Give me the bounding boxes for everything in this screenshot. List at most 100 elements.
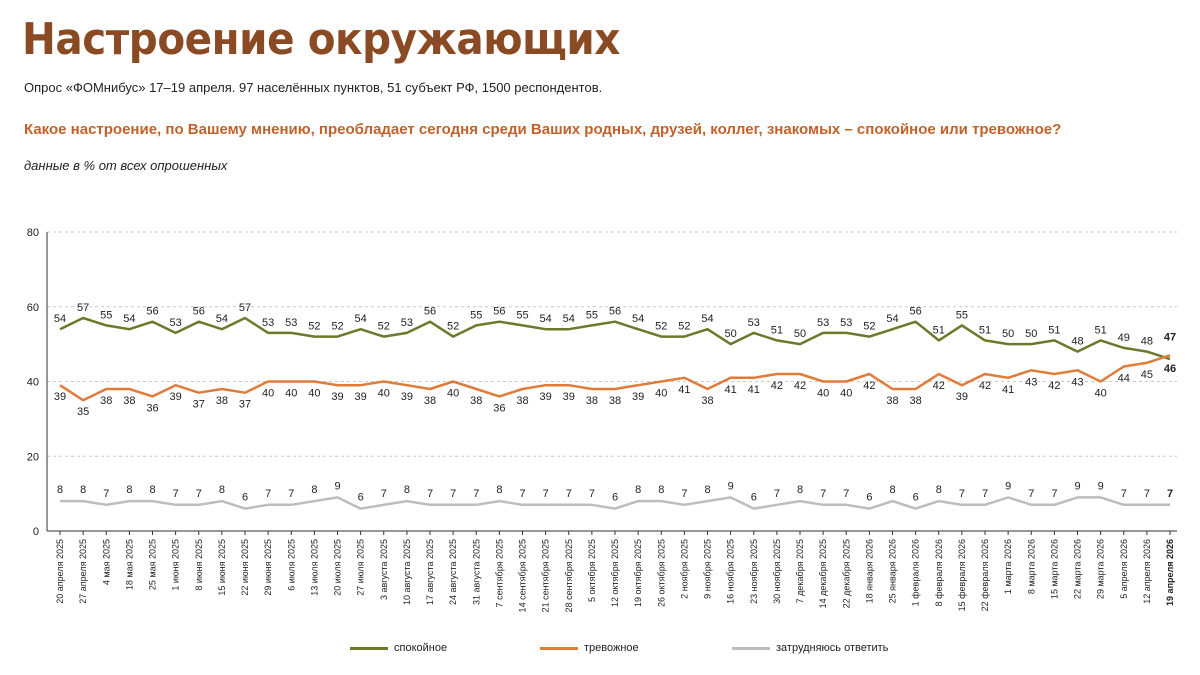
data-label-hard-to-say: 6 (242, 492, 248, 504)
x-tick-label: 19 апреля 2026 (1165, 539, 1175, 606)
legend-swatch-calm (350, 646, 388, 650)
legend-label-calm: спокойное (394, 642, 448, 654)
data-label-calm: 52 (863, 321, 875, 333)
data-label-calm: 53 (817, 317, 829, 329)
x-tick-label: 16 ноября 2025 (726, 539, 736, 604)
x-tick-label: 18 мая 2025 (124, 539, 134, 590)
x-tick-label: 29 марта 2026 (1096, 539, 1106, 599)
x-tick-label: 14 сентября 2025 (518, 539, 528, 612)
data-label-hard-to-say: 7 (427, 488, 433, 500)
data-label-anxious: 36 (493, 402, 505, 414)
data-label-anxious: 38 (216, 395, 228, 407)
x-tick-label: 5 октября 2025 (587, 539, 597, 602)
x-tick-label: 20 апреля 2025 (55, 539, 65, 604)
data-label-anxious: 40 (378, 388, 390, 400)
x-tick-label: 10 августа 2025 (402, 539, 412, 605)
data-label-hard-to-say: 7 (959, 488, 965, 500)
data-label-anxious: 38 (516, 395, 528, 407)
data-label-anxious: 38 (886, 395, 898, 407)
data-label-hard-to-say: 7 (566, 488, 572, 500)
data-label-calm: 50 (1025, 328, 1037, 340)
data-label-hard-to-say: 8 (149, 484, 155, 496)
data-label-hard-to-say: 6 (612, 492, 618, 504)
data-label-hard-to-say: 8 (57, 484, 63, 496)
data-label-hard-to-say: 7 (774, 488, 780, 500)
data-label-hard-to-say: 7 (381, 488, 387, 500)
data-label-hard-to-say: 9 (1005, 480, 1011, 492)
data-label-hard-to-say: 7 (589, 488, 595, 500)
x-tick-label: 22 декабря 2025 (841, 539, 851, 608)
data-label-anxious: 41 (725, 384, 737, 396)
data-label-anxious: 39 (170, 391, 182, 403)
data-label-anxious: 39 (632, 391, 644, 403)
data-label-hard-to-say: 7 (173, 488, 179, 500)
y-tick-label: 20 (27, 451, 39, 463)
data-label-hard-to-say: 7 (1051, 488, 1057, 500)
data-label-anxious: 39 (563, 391, 575, 403)
data-label-calm: 53 (401, 317, 413, 329)
data-label-calm: 52 (331, 321, 343, 333)
data-label-anxious: 42 (933, 380, 945, 392)
data-label-hard-to-say: 8 (219, 484, 225, 496)
data-label-hard-to-say: 7 (1121, 488, 1127, 500)
data-label-calm: 52 (655, 321, 667, 333)
x-tick-label: 2 ноября 2025 (679, 539, 689, 599)
x-tick-label: 26 октября 2025 (656, 539, 666, 607)
data-label-calm: 48 (1141, 336, 1153, 348)
data-label-anxious: 42 (979, 380, 991, 392)
data-label-anxious: 38 (701, 395, 713, 407)
data-label-calm: 55 (100, 309, 112, 321)
survey-subtitle: Опрос «ФОМнибус» 17–19 апреля. 97 населё… (24, 80, 603, 95)
data-label-anxious: 39 (355, 391, 367, 403)
data-label-hard-to-say: 7 (543, 488, 549, 500)
data-label-calm: 54 (540, 313, 552, 325)
data-label-hard-to-say: 7 (519, 488, 525, 500)
data-label-calm: 54 (54, 313, 66, 325)
legend-item-hard-to-say: затрудняюсь ответить (732, 642, 888, 654)
x-tick-label: 4 мая 2025 (101, 539, 111, 585)
data-label-hard-to-say: 7 (103, 488, 109, 500)
data-label-calm: 49 (1118, 332, 1130, 344)
legend-item-anxious: тревожное (540, 642, 639, 654)
x-tick-label: 31 августа 2025 (471, 539, 481, 605)
data-label-hard-to-say: 7 (1028, 488, 1034, 500)
x-tick-label: 8 февраля 2026 (934, 539, 944, 606)
data-label-hard-to-say: 8 (658, 484, 664, 496)
data-label-calm: 54 (632, 313, 644, 325)
data-label-calm: 53 (840, 317, 852, 329)
data-label-anxious: 41 (678, 384, 690, 396)
data-label-hard-to-say: 7 (1167, 488, 1173, 500)
data-label-anxious: 42 (794, 380, 806, 392)
data-label-anxious: 40 (840, 388, 852, 400)
data-label-hard-to-say: 6 (751, 492, 757, 504)
data-label-anxious: 35 (77, 406, 89, 418)
data-label-hard-to-say: 7 (820, 488, 826, 500)
data-label-hard-to-say: 7 (843, 488, 849, 500)
data-label-calm: 56 (609, 306, 621, 318)
data-label-calm: 51 (1095, 324, 1107, 336)
data-label-hard-to-say: 7 (288, 488, 294, 500)
legend-swatch-anxious (540, 646, 578, 650)
data-label-anxious: 39 (331, 391, 343, 403)
x-tick-label: 17 августа 2025 (425, 539, 435, 605)
x-tick-label: 28 сентября 2025 (564, 539, 574, 612)
data-label-calm: 52 (308, 321, 320, 333)
data-label-hard-to-say: 6 (913, 492, 919, 504)
data-label-calm: 57 (77, 302, 89, 314)
page-title: Настроение окружающих (22, 14, 620, 65)
x-tick-label: 18 января 2026 (864, 539, 874, 603)
x-tick-label: 5 апреля 2026 (1119, 539, 1129, 599)
data-label-calm: 57 (239, 302, 251, 314)
data-label-calm: 55 (956, 309, 968, 321)
data-label-anxious: 44 (1118, 373, 1130, 385)
x-tick-label: 29 июня 2025 (263, 539, 273, 596)
data-label-anxious: 38 (424, 395, 436, 407)
data-label-calm: 53 (262, 317, 274, 329)
x-tick-label: 30 ноября 2025 (772, 539, 782, 604)
x-tick-label: 7 декабря 2025 (795, 539, 805, 603)
data-label-calm: 50 (794, 328, 806, 340)
x-tick-label: 3 августа 2025 (379, 539, 389, 600)
data-label-anxious: 42 (863, 380, 875, 392)
data-label-calm: 56 (493, 306, 505, 318)
data-label-hard-to-say: 8 (936, 484, 942, 496)
